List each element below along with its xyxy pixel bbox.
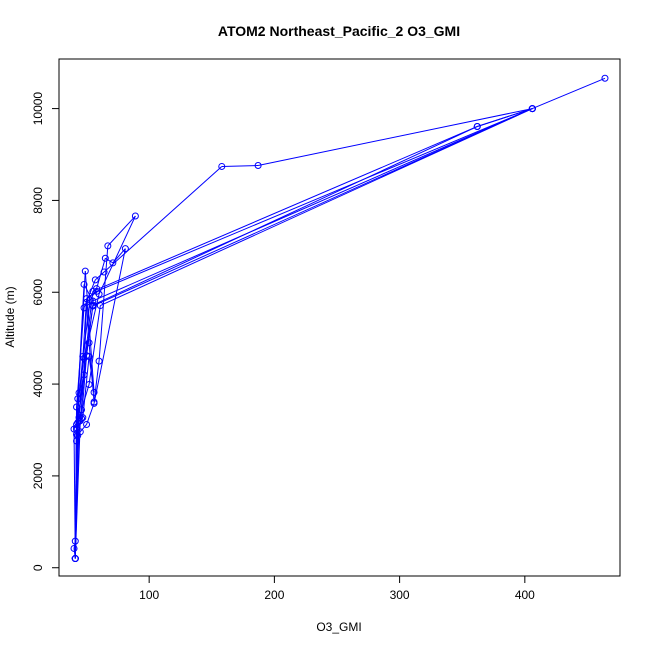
series-segment: [81, 355, 88, 419]
data-point: [85, 381, 93, 389]
data-point: [473, 122, 481, 130]
series-segment: [88, 356, 95, 393]
series-segment: [103, 166, 223, 273]
data-point: [85, 339, 93, 347]
series-segment: [532, 77, 606, 110]
data-point: [81, 267, 89, 275]
data-point: [71, 555, 79, 563]
y-axis-label: Altitude (m): [3, 286, 17, 347]
series-segment: [86, 305, 94, 356]
data-point: [83, 352, 91, 360]
y-axis: 0 2000 4000 6000 8000 10000: [31, 92, 60, 571]
series-segment: [94, 271, 105, 281]
data-point: [79, 414, 87, 422]
data-point: [71, 537, 79, 545]
data-point: [83, 298, 91, 306]
series-segment: [92, 108, 533, 307]
data-point: [121, 245, 129, 253]
data-point: [91, 276, 99, 284]
y-tick-label: 8000: [31, 187, 45, 214]
data-point: [83, 295, 91, 303]
series-segment: [98, 245, 109, 362]
data-point: [80, 304, 88, 312]
data-point: [89, 287, 97, 295]
series-segment: [86, 403, 95, 425]
x-tick-label: 300: [390, 588, 410, 602]
series-segment: [79, 424, 87, 433]
y-tick-label: 2000: [31, 462, 45, 489]
data-point: [100, 268, 108, 276]
data-point: [528, 105, 536, 113]
data-point: [218, 162, 226, 170]
x-tick-label: 100: [139, 588, 159, 602]
series-segment: [93, 248, 126, 404]
data-point: [101, 254, 109, 262]
data-point: [96, 302, 104, 310]
data-point: [74, 395, 82, 403]
data-point: [89, 297, 97, 305]
data-point: [93, 287, 101, 295]
data-point: [83, 420, 91, 428]
data-point: [78, 406, 86, 414]
y-tick-label: 4000: [31, 370, 45, 397]
data-point: [80, 371, 88, 379]
x-tick-label: 200: [264, 588, 284, 602]
series-segment: [221, 165, 259, 167]
y-tick-label: 0: [31, 564, 45, 571]
data-point: [80, 280, 88, 288]
series-layer: [70, 74, 609, 563]
series-segment: [82, 299, 91, 357]
series-segment: [107, 215, 136, 247]
data-point: [254, 162, 262, 170]
series-segment: [105, 257, 114, 264]
data-point: [104, 242, 112, 250]
x-axis: 100 200 300 400: [139, 575, 535, 602]
series-segment: [477, 108, 533, 127]
y-tick-label: 10000: [31, 92, 45, 126]
data-point: [73, 424, 81, 432]
data-point: [89, 302, 97, 310]
series-segment: [258, 108, 533, 167]
data-point: [78, 415, 86, 423]
x-tick-label: 400: [515, 588, 535, 602]
plot-frame: [58, 58, 621, 577]
data-point: [90, 399, 98, 407]
series-segment: [92, 126, 478, 306]
data-point: [109, 259, 117, 267]
data-point: [90, 388, 98, 396]
data-point: [74, 419, 82, 427]
data-point: [70, 544, 78, 552]
x-axis-label: O3_GMI: [316, 620, 361, 634]
data-point: [95, 357, 103, 365]
series-segment: [88, 305, 101, 385]
series-segment: [77, 284, 85, 399]
data-point: [73, 426, 81, 434]
y-tick-label: 6000: [31, 279, 45, 306]
data-point: [131, 212, 139, 220]
series-segment: [74, 417, 80, 559]
series-segment: [92, 108, 533, 302]
series-segment: [92, 126, 478, 292]
chart-title: ATOM2 Northeast_Pacific_2 O3_GMI: [218, 23, 460, 39]
series-segment: [98, 215, 136, 295]
data-point: [601, 74, 609, 82]
series-segment: [96, 108, 533, 292]
